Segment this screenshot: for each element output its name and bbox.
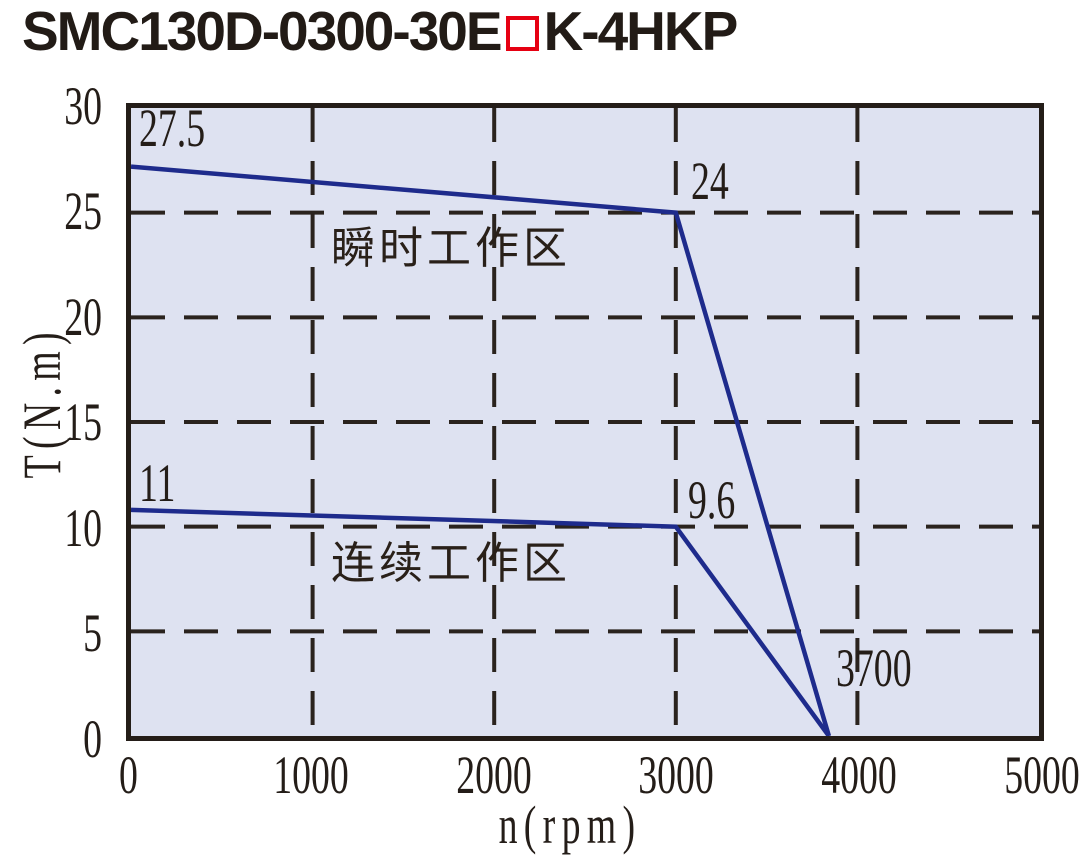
value-label: 24: [691, 154, 729, 208]
x-tick-label-3000: 3000: [596, 748, 756, 802]
y-tick-text: 5: [83, 606, 102, 660]
x-tick-text: 2000: [456, 748, 532, 802]
value-label: 11: [139, 456, 175, 510]
x-tick-text: 1000: [273, 748, 349, 802]
y-tick-text: 30: [64, 79, 102, 133]
area-label: 连续工作区: [331, 539, 571, 589]
value-label: 27.5: [139, 101, 205, 155]
value-label: 3700: [836, 641, 912, 695]
x-tick-text: 4000: [821, 748, 897, 802]
y-axis-title-text: T(N.m): [15, 326, 69, 478]
y-tick-label-30: 30: [24, 79, 102, 133]
area-label: 瞬时工作区: [331, 224, 571, 274]
y-axis-title: T(N.m): [15, 252, 69, 552]
x-axis-title: n(rpm): [420, 798, 720, 852]
y-tick-text: 25: [64, 184, 102, 238]
x-tick-label-0: 0: [49, 748, 209, 802]
x-tick-text: 3000: [638, 748, 714, 802]
x-axis-title-text: n(rpm): [499, 798, 642, 852]
value-label: 9.6: [688, 473, 735, 527]
plot-area: 27.5 24 瞬时工作区 11 9.6 连续工作区 3700: [126, 103, 1044, 741]
x-tick-label-4000: 4000: [779, 748, 939, 802]
y-tick-text: 10: [64, 501, 102, 555]
x-tick-label-2000: 2000: [414, 748, 574, 802]
x-tick-text: 0: [119, 748, 138, 802]
x-tick-label-5000: 5000: [962, 748, 1091, 802]
y-tick-label-5: 5: [24, 606, 102, 660]
x-tick-label-1000: 1000: [231, 748, 391, 802]
y-tick-label-25: 25: [24, 184, 102, 238]
x-tick-text: 5000: [1004, 748, 1080, 802]
